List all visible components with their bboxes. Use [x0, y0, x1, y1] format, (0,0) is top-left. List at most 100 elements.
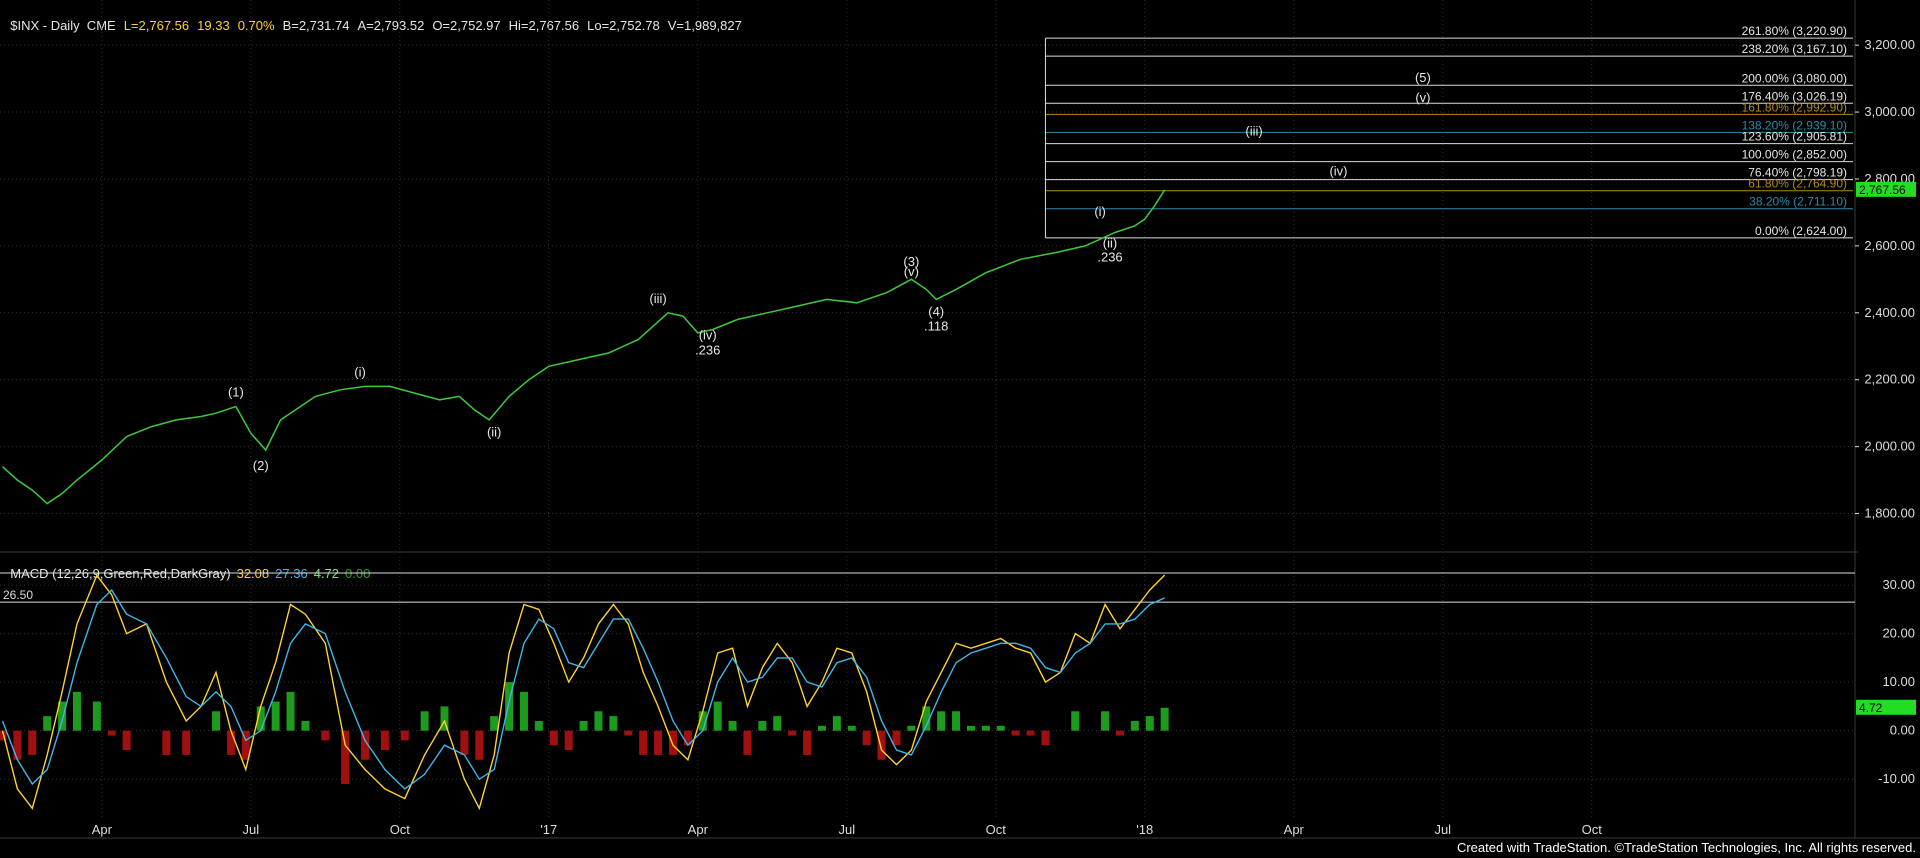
- macd-last-tag: 4.72: [1859, 701, 1883, 715]
- x-tick-label: Oct: [1582, 822, 1603, 837]
- price-tick-label: 2,600.00: [1864, 238, 1915, 253]
- x-tick-label: Oct: [390, 822, 411, 837]
- histogram-bar: [107, 730, 116, 736]
- fib-label: 38.20% (2,711.10): [1749, 195, 1847, 209]
- histogram-bar: [182, 730, 191, 755]
- histogram-bar: [698, 711, 707, 731]
- footer-credit: Created with TradeStation. ©TradeStation…: [1456, 840, 1916, 855]
- histogram-bar: [1011, 730, 1020, 736]
- histogram-bar: [1145, 716, 1154, 731]
- price-header: $INX - Daily CME L=2,767.56 19.33 0.70% B=2,…: [3, 3, 750, 33]
- wave-label: (ii): [1103, 236, 1117, 251]
- wave-label: (v): [904, 264, 919, 279]
- x-tick-label: Jul: [1434, 822, 1451, 837]
- x-tick-label: '18: [1136, 822, 1153, 837]
- price-tick-label: 2,400.00: [1864, 305, 1915, 320]
- fib-label: 138.20% (2,939.10): [1742, 118, 1847, 132]
- x-tick-label: Apr: [92, 822, 113, 837]
- fib-label: 123.60% (2,905.81): [1742, 130, 1847, 144]
- histogram-bar: [380, 730, 389, 751]
- histogram-bar: [1130, 720, 1139, 731]
- histogram-bar: [713, 701, 722, 731]
- histogram-bar: [361, 730, 370, 760]
- wave-label: (3): [903, 254, 919, 269]
- histogram-bar: [475, 730, 484, 760]
- price-series-line: [1, 189, 1166, 505]
- x-tick-label: Oct: [986, 822, 1007, 837]
- histogram-bar: [862, 730, 871, 746]
- histogram-bar: [420, 711, 429, 731]
- wave-label: (1): [228, 384, 244, 399]
- histogram-bar: [226, 730, 235, 755]
- histogram-bar: [922, 706, 931, 731]
- wave-label: (iii): [1245, 123, 1262, 138]
- macd-value: 32.08: [236, 566, 270, 581]
- histogram-bar: [460, 730, 469, 755]
- price-tick-label: 3,200.00: [1864, 37, 1915, 52]
- hist-value: 4.72: [313, 566, 339, 581]
- histogram-bar: [505, 682, 514, 731]
- x-tick-label: '17: [540, 822, 557, 837]
- fib-label: 176.40% (3,026.19): [1742, 89, 1847, 103]
- histogram-bar: [609, 716, 618, 731]
- histogram-bar: [1071, 711, 1080, 731]
- histogram-bar: [301, 720, 310, 731]
- low-price: Lo=2,752.78: [587, 18, 660, 33]
- fib-label: 0.00% (2,624.00): [1755, 224, 1847, 238]
- histogram-bar: [72, 691, 81, 731]
- histogram-bar: [286, 691, 295, 731]
- histogram-bar: [952, 711, 961, 731]
- histogram-bar: [832, 716, 841, 731]
- wave-label: (5): [1415, 70, 1431, 85]
- histogram-bar: [43, 716, 52, 731]
- histogram-bar: [1115, 730, 1124, 736]
- x-tick-label: Apr: [1284, 822, 1305, 837]
- macd-tick-label: 0.00: [1890, 723, 1915, 738]
- histogram-bar: [341, 730, 350, 785]
- wave-label: (ii): [487, 425, 501, 440]
- volume: V=1,989,827: [667, 18, 742, 33]
- histogram-bar: [321, 730, 330, 741]
- histogram-bar: [534, 720, 543, 731]
- bid-price: B=2,731.74: [282, 18, 350, 33]
- fib-label: 238.20% (3,167.10): [1742, 42, 1847, 56]
- macd-tick-label: 30.00: [1882, 577, 1915, 592]
- signal-line: [1, 588, 1165, 790]
- histogram-bar: [594, 711, 603, 731]
- histogram-bar: [1160, 707, 1169, 731]
- wave-label: (i): [1094, 204, 1106, 219]
- histogram-bar: [773, 716, 782, 731]
- histogram-bar: [13, 730, 22, 760]
- histogram-bar: [271, 701, 280, 731]
- fib-label: 161.80% (2,992.90): [1742, 100, 1847, 114]
- price-tick-label: 1,800.00: [1864, 506, 1915, 521]
- zero-value: 0.00: [345, 566, 371, 581]
- symbol-label: $INX - Daily CME: [10, 18, 116, 33]
- last-price-tag-bg: [1856, 181, 1916, 197]
- wave-label: (4): [928, 304, 944, 319]
- x-tick-label: Jul: [242, 822, 259, 837]
- histogram-bar: [758, 720, 767, 731]
- fib-label: 61.80% (2,764.90): [1748, 177, 1847, 191]
- fib-label: 200.00% (3,080.00): [1742, 71, 1847, 85]
- histogram-bar: [937, 711, 946, 731]
- histogram-bar: [1101, 711, 1110, 731]
- fib-label: 261.80% (3,220.90): [1742, 24, 1847, 38]
- histogram-bar: [1026, 730, 1035, 736]
- histogram-bar: [162, 730, 171, 755]
- last-price: L=2,767.56: [123, 18, 190, 33]
- wave-label: .236: [695, 343, 720, 358]
- price-tick-label: 2,000.00: [1864, 439, 1915, 454]
- histogram-bar: [907, 725, 916, 731]
- wave-label: (iv): [1329, 164, 1347, 179]
- histogram-bar: [892, 730, 901, 746]
- high-price: Hi=2,767.56: [508, 18, 580, 33]
- ask-price: A=2,793.52: [357, 18, 425, 33]
- histogram-bar: [122, 730, 131, 751]
- histogram-bar: [803, 730, 812, 755]
- macd-tick-label: 10.00: [1882, 674, 1915, 689]
- wave-label: (i): [354, 364, 366, 379]
- histogram-bar: [1041, 730, 1050, 746]
- histogram-bar: [28, 730, 37, 755]
